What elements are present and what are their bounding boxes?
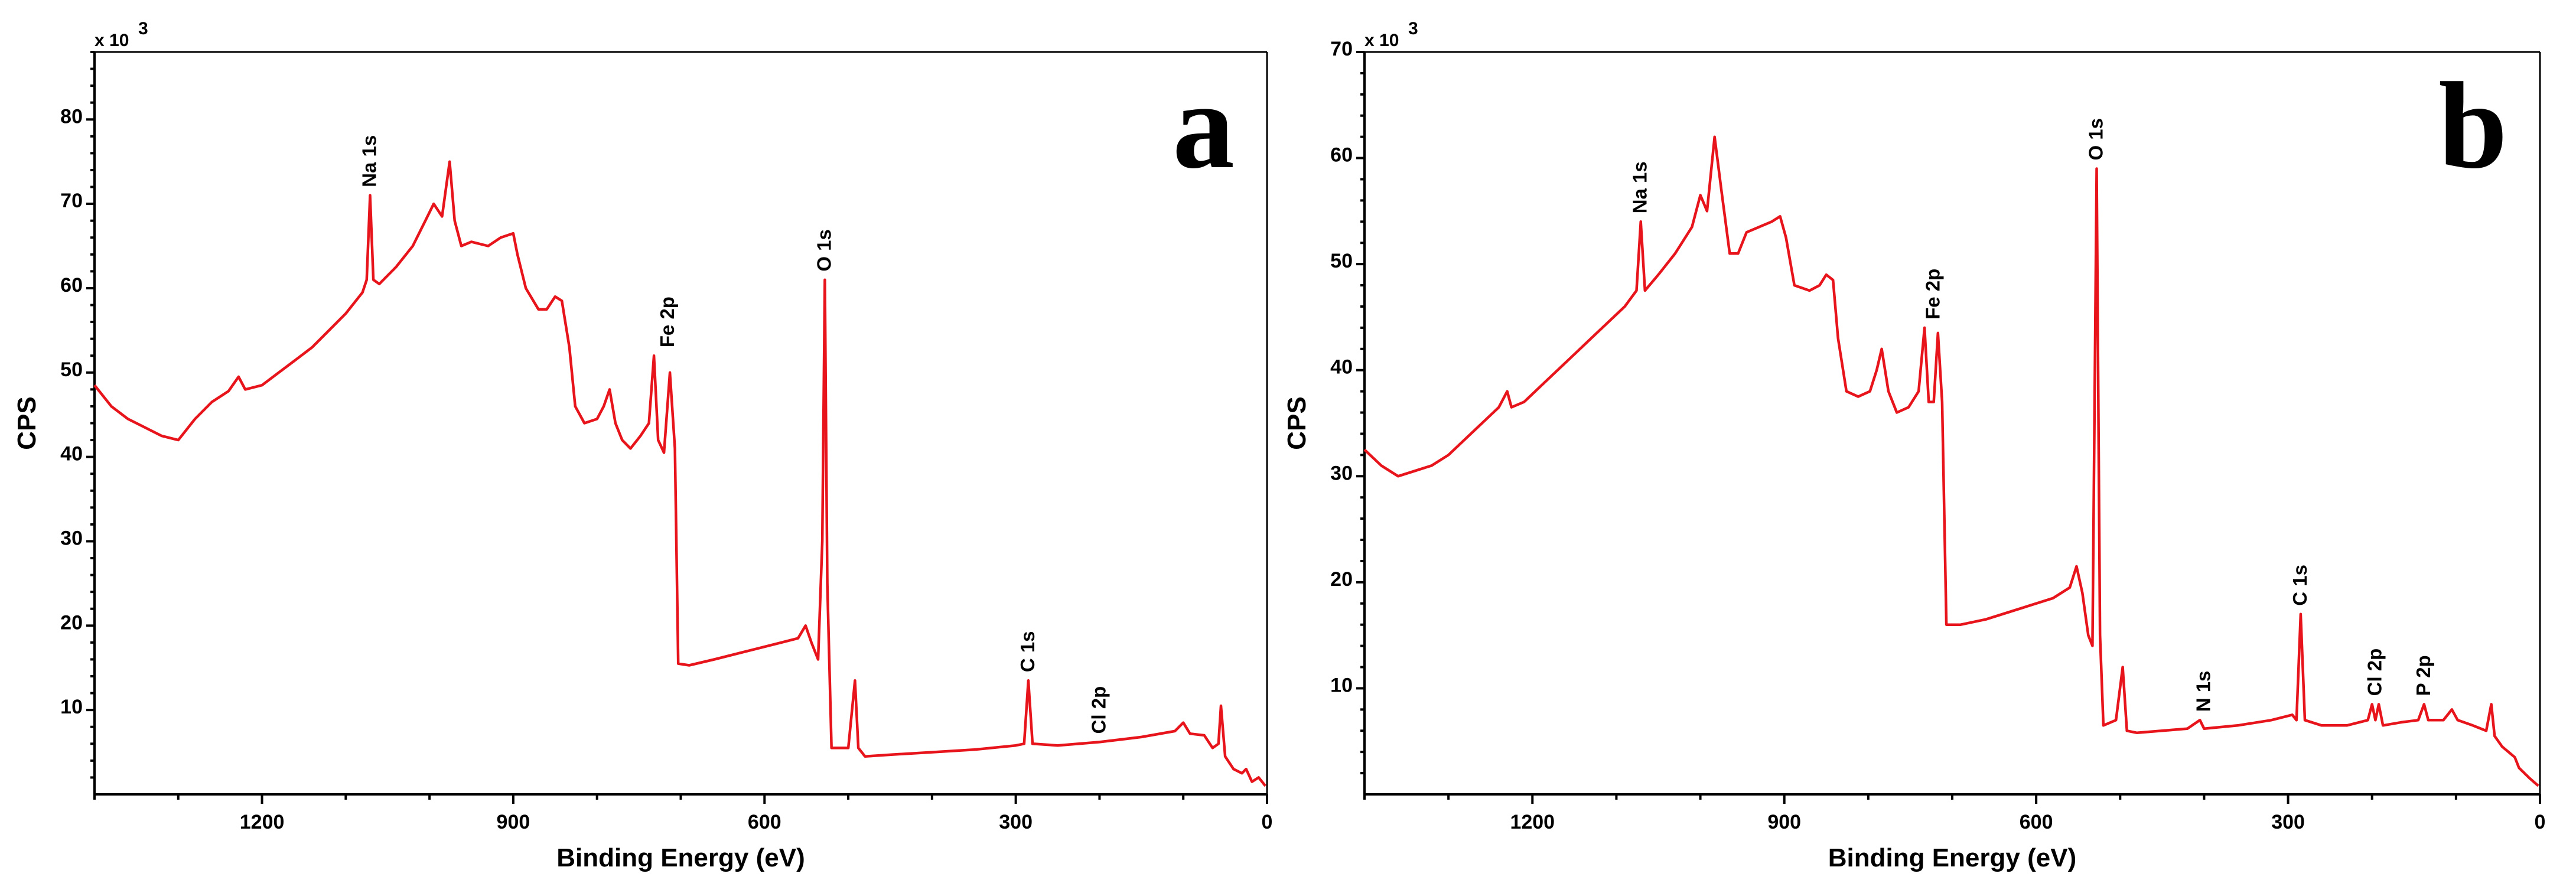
peak-label: Cl 2p	[2363, 648, 2385, 696]
x-tick-label: 300	[999, 811, 1033, 833]
x-tick-label: 0	[1262, 811, 1273, 833]
x-tick-label: 1200	[240, 811, 285, 833]
peak-label: C 1s	[1017, 631, 1038, 672]
spectrum-line	[93, 160, 1266, 787]
y-tick-label: 70	[60, 190, 83, 212]
x-tick-label: 1200	[1510, 811, 1555, 833]
y-tick-label: 20	[1330, 568, 1353, 591]
x-tick-label: 900	[1767, 811, 1801, 833]
panel-a-chart: 10 20 30 40 50 60 70 80 1200 900 600 300 0 Binding En…	[12, 19, 1272, 872]
y-tick-label: 30	[60, 527, 83, 549]
y-multiplier-label: x 10	[1364, 31, 1399, 50]
peak-label: N 1s	[2192, 671, 2214, 712]
x-tick-label: 600	[748, 811, 781, 833]
x-tick-label: 600	[2020, 811, 2053, 833]
peak-label: O 1s	[2085, 118, 2106, 161]
peak-label: Fe 2p	[656, 296, 678, 347]
peak-label: O 1s	[813, 229, 835, 272]
y-tick-label: 30	[1330, 462, 1353, 484]
y-multiplier-label: x 10	[95, 31, 129, 50]
peak-label: Na 1s	[1629, 161, 1651, 213]
peak-label: Cl 2p	[1087, 686, 1109, 734]
panel-letter: a	[1173, 57, 1235, 194]
spectrum-line	[1363, 135, 2539, 787]
peak-label: C 1s	[2289, 565, 2311, 606]
y-axis-title: CPS	[1282, 396, 1311, 449]
x-tick-label: 300	[2271, 811, 2305, 833]
y-tick-label: 60	[60, 274, 83, 296]
peak-label: P 2p	[2412, 655, 2434, 696]
y-tick-label: 70	[1330, 38, 1353, 60]
y-tick-label: 40	[60, 443, 83, 465]
x-axis-title: Binding Energy (eV)	[556, 843, 805, 872]
y-tick-label: 40	[1330, 356, 1353, 379]
x-axis-title: Binding Energy (eV)	[1828, 843, 2076, 872]
y-tick-label: 60	[1330, 144, 1353, 167]
panel-b-chart: 10 20 30 40 50 60 70 1200 900 600 300 0 Binding Ener…	[1282, 19, 2545, 872]
y-multiplier-exponent: 3	[1408, 19, 1418, 38]
y-tick-label: 80	[60, 105, 83, 128]
y-tick-label: 10	[1330, 674, 1353, 696]
peak-label: Fe 2p	[1922, 269, 1944, 320]
x-tick-label: 900	[497, 811, 530, 833]
y-multiplier-exponent: 3	[138, 19, 148, 38]
x-tick-label: 0	[2535, 811, 2546, 833]
panel-letter: b	[2438, 57, 2507, 194]
y-tick-label: 10	[60, 696, 83, 718]
y-axis-title: CPS	[12, 396, 41, 449]
y-tick-label: 50	[60, 358, 83, 381]
y-tick-label: 20	[60, 611, 83, 634]
y-tick-label: 50	[1330, 250, 1353, 272]
peak-label: Na 1s	[358, 135, 380, 187]
